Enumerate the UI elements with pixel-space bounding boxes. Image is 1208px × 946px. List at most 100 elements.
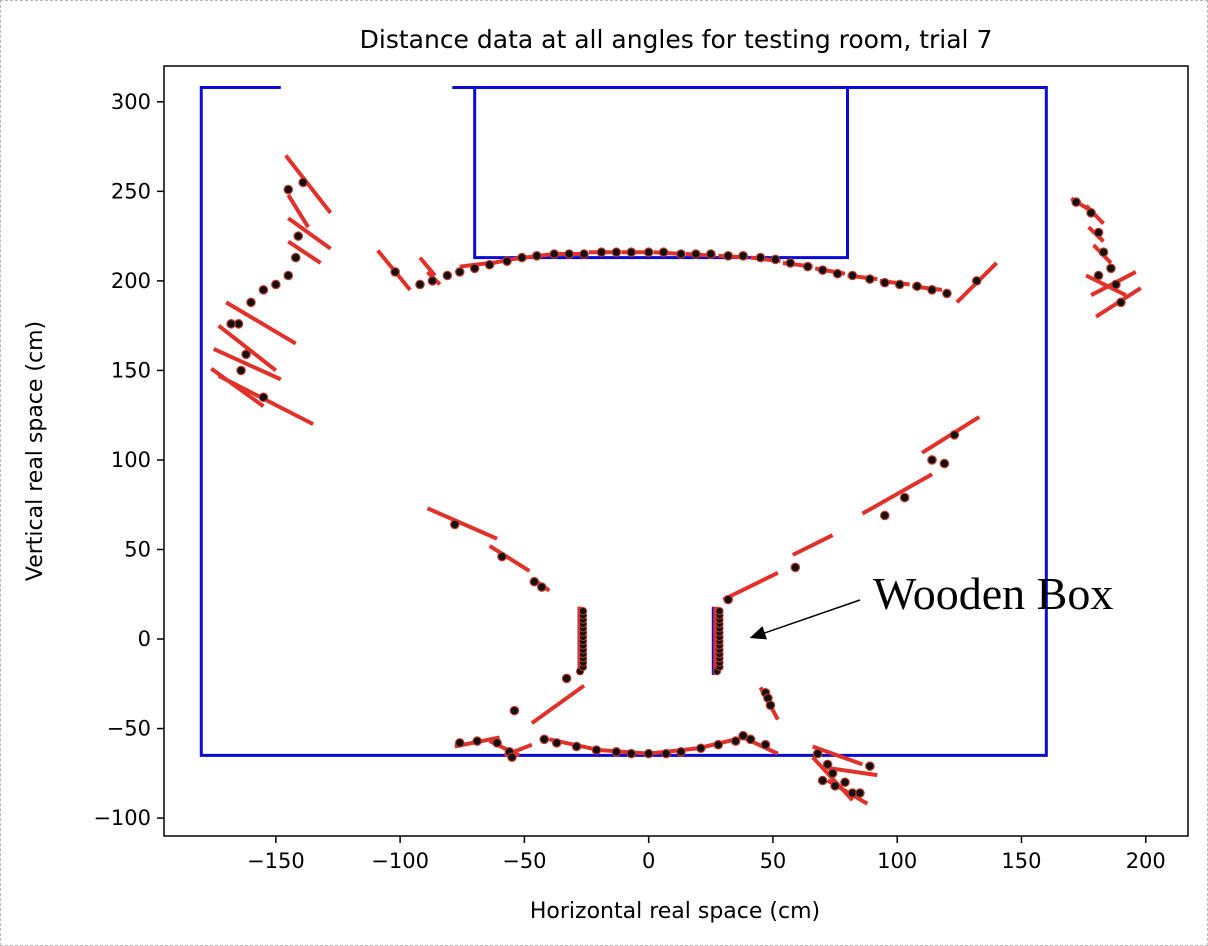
data-point	[790, 562, 801, 573]
data-point	[611, 747, 622, 757]
data-point	[539, 734, 550, 745]
data-point	[812, 748, 823, 759]
data-point	[1093, 227, 1104, 238]
data-point	[258, 285, 269, 295]
measurement-segment	[217, 324, 278, 372]
data-point	[817, 265, 828, 275]
data-point	[723, 594, 733, 605]
data-point	[755, 252, 766, 263]
data-point	[840, 777, 850, 788]
data-point	[942, 288, 952, 299]
measurement-segment	[530, 694, 571, 725]
y-axis: −100 −50 0 50 100 150 200 250 300	[93, 90, 164, 830]
data-point	[705, 249, 716, 259]
data-point	[502, 256, 512, 266]
x-tick-label: 100	[877, 849, 917, 873]
data-point	[879, 277, 890, 288]
data-point	[283, 184, 294, 195]
data-point	[472, 736, 482, 746]
doorway-box-outline	[473, 85, 849, 260]
data-point	[661, 748, 671, 759]
data-point	[822, 759, 833, 770]
data-point	[879, 510, 890, 521]
data-point	[676, 747, 686, 757]
measurement-segment	[284, 154, 333, 215]
data-point	[894, 279, 905, 290]
plot-area	[163, 65, 1189, 837]
data-point	[691, 249, 701, 259]
measurement-segment	[225, 300, 297, 346]
data-point	[939, 458, 950, 469]
data-point	[579, 249, 589, 259]
measurement-segment	[287, 239, 322, 265]
data-point	[536, 582, 547, 592]
data-point	[293, 231, 304, 241]
y-tick-label: 100	[111, 448, 151, 472]
data-point	[1093, 270, 1104, 281]
data-point	[427, 276, 438, 286]
segment-series	[210, 154, 1142, 806]
measurement-segment	[567, 683, 586, 698]
data-point	[591, 745, 602, 755]
data-point	[715, 606, 724, 616]
y-tick-label: 50	[124, 537, 151, 561]
measurement-segment	[212, 347, 282, 382]
data-point	[271, 279, 281, 290]
data-point	[561, 673, 572, 684]
data-point	[785, 258, 796, 268]
data-point	[626, 247, 637, 258]
data-point	[454, 738, 465, 748]
y-tick-label: −100	[93, 806, 151, 830]
measurement-segment	[648, 746, 699, 756]
x-tick-label: −150	[247, 849, 305, 873]
data-point	[529, 576, 540, 587]
data-point	[509, 705, 520, 716]
annotation-arrow-line	[761, 599, 861, 635]
data-point	[1071, 197, 1081, 207]
data-point	[713, 739, 724, 750]
data-point	[643, 748, 654, 759]
data-point	[258, 392, 269, 403]
measurement-segment	[287, 216, 332, 251]
data-point	[415, 279, 425, 290]
x-tick-label: 200	[1126, 849, 1166, 873]
data-point	[449, 519, 460, 530]
y-tick-label: 200	[111, 269, 151, 293]
data-point	[927, 455, 937, 465]
data-point	[730, 736, 741, 746]
annotation-arrowhead	[749, 626, 768, 640]
measurement-segment	[286, 193, 310, 229]
point-series	[226, 177, 1126, 798]
y-tick-label: 250	[111, 179, 151, 203]
data-point	[912, 281, 922, 292]
data-point	[246, 297, 256, 308]
data-point	[241, 349, 251, 360]
data-point	[643, 247, 654, 258]
data-point	[298, 177, 308, 188]
y-tick-label: −50	[107, 717, 151, 741]
data-point	[564, 249, 574, 259]
y-tick-label: 300	[111, 90, 151, 114]
x-tick-label: 150	[1001, 849, 1041, 873]
x-tick-label: −100	[371, 849, 429, 873]
data-point	[770, 254, 781, 265]
data-point	[390, 267, 400, 277]
data-point	[696, 743, 706, 754]
data-point	[847, 270, 858, 281]
y-tick-label: 150	[111, 358, 151, 382]
measurement-segment	[812, 744, 864, 767]
data-point	[865, 761, 875, 771]
data-point	[1086, 208, 1096, 218]
data-point	[745, 734, 756, 745]
data-point	[469, 263, 480, 274]
data-point	[571, 741, 582, 752]
data-point	[532, 251, 542, 261]
annotation-group: Wooden Box	[749, 568, 1113, 640]
chart-title: Distance data at all angles for testing …	[360, 25, 993, 54]
room-wall-line	[199, 85, 1048, 757]
annotation-text: Wooden Box	[873, 568, 1113, 619]
data-point	[549, 249, 560, 259]
y-axis-label: Vertical real space (cm)	[23, 321, 48, 581]
data-point	[830, 781, 840, 791]
